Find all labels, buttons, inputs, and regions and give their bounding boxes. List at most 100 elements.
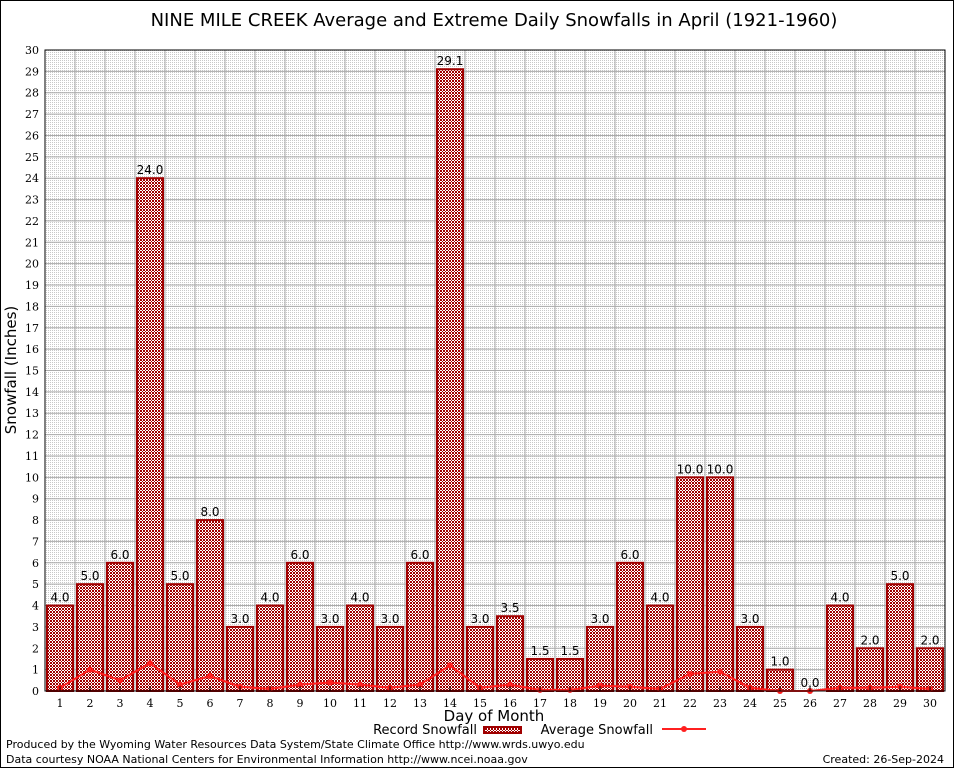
x-tick-label: 11 [353, 697, 367, 710]
x-tick-label: 7 [237, 697, 244, 710]
x-tick-label: 24 [743, 697, 757, 710]
y-tick-label: 6 [32, 557, 39, 570]
bar-record-day-18 [556, 657, 584, 693]
bar-data-label: 29.1 [437, 54, 464, 68]
bar-record-day-20 [616, 561, 644, 692]
bar-data-label: 3.0 [590, 612, 609, 626]
average-point-day-19 [597, 682, 603, 689]
bar-record-day-4 [136, 177, 164, 692]
x-tick-label: 13 [413, 697, 427, 710]
x-tick-label: 18 [563, 697, 577, 710]
y-tick-label: 17 [25, 322, 39, 335]
bar-data-label: 3.0 [380, 612, 399, 626]
y-tick-label: 21 [25, 236, 39, 249]
x-tick-label: 19 [593, 697, 607, 710]
y-tick-label: 30 [25, 44, 39, 57]
x-tick-label: 21 [653, 697, 667, 710]
bar-record-day-13 [406, 561, 434, 692]
bar-data-label: 5.0 [80, 569, 99, 583]
y-tick-label: 19 [25, 279, 39, 292]
bar-record-day-12 [376, 625, 404, 693]
legend-record-label: Record Snowfall [373, 723, 477, 738]
bar-record-day-9 [286, 561, 314, 692]
x-tick-label: 23 [713, 697, 727, 710]
bar-data-label: 1.5 [530, 644, 549, 658]
bar-record-day-14 [436, 68, 464, 693]
x-axis-label: Day of Month [444, 707, 545, 725]
bar-record-day-22 [676, 476, 704, 693]
footer-credit-2: Data courtesy NOAA National Centers for … [6, 753, 528, 766]
bar-data-label: 3.5 [500, 601, 519, 615]
x-tick-label: 16 [503, 697, 517, 710]
bar-data-label: 5.0 [890, 569, 909, 583]
bar-record-day-5 [166, 583, 194, 693]
x-tick-label: 17 [533, 697, 547, 710]
bar-data-label: 4.0 [260, 591, 279, 605]
y-tick-label: 28 [25, 87, 39, 100]
y-tick-label: 11 [25, 450, 39, 463]
x-tick-label: 8 [267, 697, 274, 710]
x-tick-label: 14 [443, 697, 457, 710]
x-tick-label: 22 [683, 697, 697, 710]
average-point-day-16 [507, 681, 513, 688]
bar-record-day-6 [196, 519, 224, 692]
y-tick-label: 13 [25, 407, 39, 420]
x-tick-label: 15 [473, 697, 487, 710]
bar-data-label: 1.5 [560, 644, 579, 658]
average-point-day-11 [357, 681, 363, 688]
bar-data-label: 3.0 [470, 612, 489, 626]
x-tick-label: 20 [623, 697, 637, 710]
y-tick-label: 20 [25, 258, 39, 271]
y-tick-label: 2 [32, 642, 39, 655]
bar-record-day-21 [646, 604, 674, 692]
y-tick-label: 14 [25, 386, 39, 399]
bar-data-label: 10.0 [677, 462, 704, 476]
y-axis-label: Snowfall (Inches) [2, 306, 20, 434]
bar-record-day-28 [856, 647, 884, 692]
bar-data-label: 10.0 [707, 462, 734, 476]
x-tick-label: 28 [863, 697, 877, 710]
y-tick-label: 16 [25, 343, 39, 356]
average-point-day-14 [447, 662, 453, 669]
x-tick-label: 25 [773, 697, 787, 710]
legend-average-label: Average Snowfall [541, 723, 653, 738]
x-tick-label: 6 [207, 697, 214, 710]
y-tick-label: 15 [25, 365, 39, 378]
average-point-day-6 [207, 673, 213, 680]
y-tick-label: 29 [25, 65, 39, 78]
bar-data-label: 6.0 [410, 548, 429, 562]
x-tick-label: 1 [57, 697, 64, 710]
footer-credit-1: Produced by the Wyoming Water Resources … [6, 738, 585, 751]
y-tick-label: 25 [25, 151, 39, 164]
legend-record-swatch [483, 726, 522, 734]
bar-record-day-7 [226, 625, 254, 693]
x-tick-label: 10 [323, 697, 337, 710]
bar-data-label: 4.0 [50, 591, 69, 605]
bar-data-label: 2.0 [860, 633, 879, 647]
average-point-day-3 [117, 677, 123, 684]
bar-data-label: 4.0 [650, 591, 669, 605]
bar-record-day-27 [826, 604, 854, 692]
y-tick-label: 3 [32, 621, 39, 634]
chart-title: NINE MILE CREEK Average and Extreme Dail… [151, 10, 838, 31]
bar-data-label: 1.0 [770, 655, 789, 669]
bar-record-day-29 [886, 583, 914, 693]
legend-average-marker [681, 726, 687, 732]
x-tick-label: 9 [297, 697, 304, 710]
bar-data-label: 0.0 [800, 676, 819, 690]
y-tick-label: 8 [32, 514, 39, 527]
bar-data-label: 2.0 [920, 633, 939, 647]
y-tick-label: 27 [25, 108, 39, 121]
y-tick-label: 22 [25, 215, 39, 228]
average-point-day-23 [717, 668, 723, 675]
bar-record-day-24 [736, 625, 764, 693]
footer-created: Created: 26-Sep-2024 [823, 753, 944, 766]
y-tick-label: 12 [25, 429, 39, 442]
bar-data-label: 8.0 [200, 505, 219, 519]
y-tick-label: 10 [25, 471, 39, 484]
y-tick-label: 5 [32, 578, 39, 591]
plot-border [44, 49, 946, 692]
y-tick-label: 0 [32, 685, 39, 698]
bar-data-label: 3.0 [230, 612, 249, 626]
